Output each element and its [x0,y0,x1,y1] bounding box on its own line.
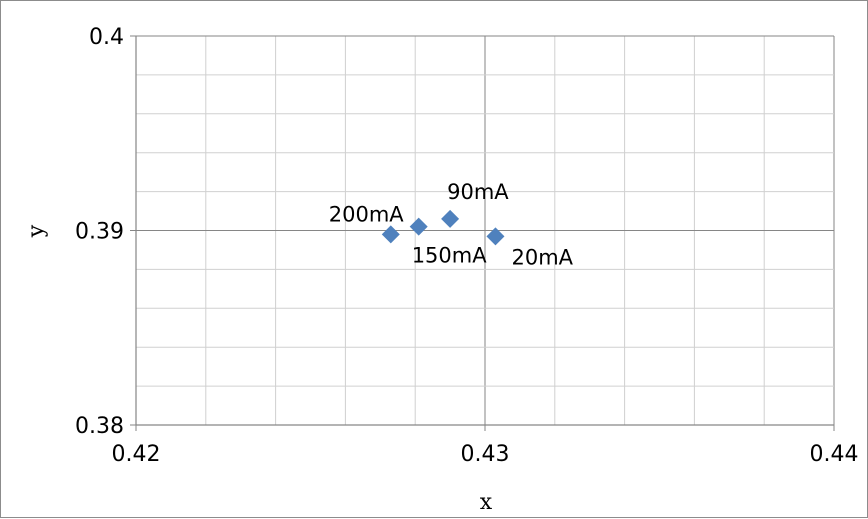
data-point-marker [409,217,428,236]
tick-labels: 0.42 0.43 0.44 0.38 0.39 0.4 [75,25,858,467]
x-tick-label: 0.43 [461,442,510,467]
axes [130,35,835,431]
x-tick-label: 0.42 [112,442,161,467]
data-point-marker [486,227,505,246]
y-tick-label: 0.38 [75,414,124,439]
data-label: 20mA [511,245,573,269]
y-tick-label: 0.4 [89,25,124,50]
gridlines [135,35,835,426]
y-axis-title: y [24,224,49,238]
data-labels: 200mA 150mA 90mA 20mA [329,180,574,270]
y-tick-label: 0.39 [75,220,124,245]
x-axis-title: x [480,490,493,515]
data-point-marker [381,225,400,244]
x-tick-label: 0.44 [810,442,859,467]
data-label: 90mA [447,180,509,204]
data-point-marker [441,209,460,228]
data-label: 150mA [412,244,488,268]
data-label: 200mA [329,202,405,226]
data-points [381,209,505,246]
